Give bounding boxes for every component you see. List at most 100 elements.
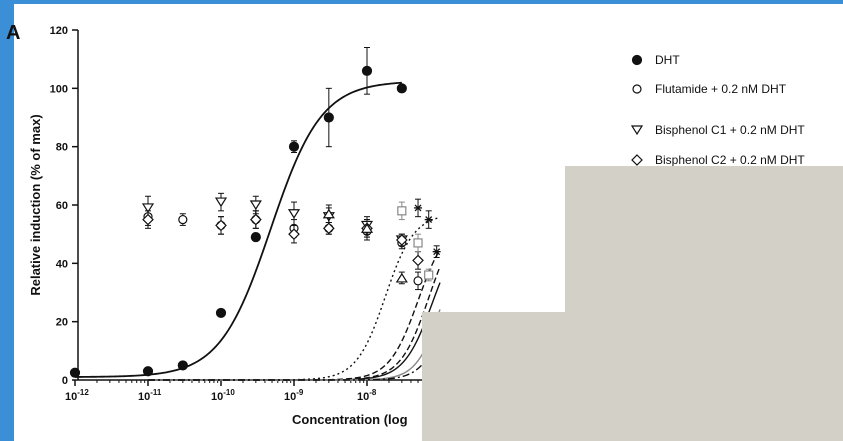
marker-shape (323, 112, 334, 123)
x-tick-label: 10-11 (138, 388, 162, 403)
marker-shape (178, 214, 188, 225)
legend-marker-3 (631, 154, 643, 166)
legend-marker-0 (631, 54, 643, 66)
data-point-s2-p3 (287, 209, 301, 219)
fit-curves (74, 81, 441, 381)
data-point-s4-p2 (395, 272, 408, 283)
marker-shape (631, 154, 643, 166)
data-point-s0-p8 (396, 83, 407, 94)
legend: DHT Flutamide + 0.2 nM DHT Bisphenol C1 + … (630, 53, 805, 167)
data-point-s5-p1 (413, 238, 423, 248)
fit-curve-5 (148, 309, 441, 381)
data-point-s1-p8 (413, 276, 423, 286)
x-tick-exponent: -10 (223, 388, 235, 397)
marker-shape (177, 360, 188, 371)
marker-shape (249, 200, 262, 211)
marker-shape (396, 83, 407, 94)
legend-marker-1 (632, 84, 642, 94)
data-point-s0-p4 (250, 231, 261, 243)
marker-shape (413, 238, 423, 248)
y-tick-label: 0 (62, 375, 68, 387)
marker-shape (215, 219, 227, 232)
marker-shape (215, 307, 227, 319)
panel-label: A (6, 22, 20, 44)
y-tick-group: 0 20 40 60 80 100 120 (50, 25, 78, 387)
x-tick-label: 10-9 (284, 388, 304, 403)
marker-shape (395, 272, 408, 283)
x-tick-exponent: -9 (296, 388, 304, 397)
data-point-s0-p1 (142, 366, 154, 377)
marker-shape (142, 366, 154, 377)
fit-curve-6 (148, 330, 441, 381)
marker-shape (632, 84, 642, 94)
marker-shape (288, 228, 300, 241)
data-point-s0-p5 (288, 141, 300, 152)
y-tick-label: 100 (50, 83, 68, 95)
marker-shape (397, 206, 407, 216)
x-tick-group: 10-12 10-11 10-10 10-9 10-8 (65, 380, 438, 403)
data-point-s2-p1 (214, 197, 228, 208)
marker-shape (287, 209, 301, 219)
marker-shape (322, 222, 335, 235)
x-tick-label: 10-10 (211, 388, 235, 403)
y-axis-label: Relative induction (% of max) (28, 114, 43, 295)
marker-shape (395, 234, 408, 246)
data-point-s3-p4 (322, 222, 335, 235)
x-tick-base: 10 (284, 391, 296, 403)
legend-label-2: Bisphenol C1 + 0.2 nM DHT (655, 123, 805, 137)
fit-curve-3 (148, 249, 441, 381)
data-point-s4-p0 (322, 208, 335, 219)
marker-shape (413, 276, 423, 286)
data-point-s0-p7 (361, 65, 373, 76)
data-point-s2-p0 (141, 203, 155, 214)
legend-label-1: Flutamide + 0.2 nM DHT (655, 82, 787, 96)
marker-shape (69, 367, 81, 378)
marker-shape (414, 204, 422, 212)
x-axis: 10-12 10-11 10-10 10-9 10-8 Concentration (l… (65, 379, 440, 427)
data-point-s6-p2 (432, 248, 441, 256)
x-tick-base: 10 (138, 391, 150, 403)
occlusion-block-right (565, 166, 843, 441)
data-point-s3-p2 (249, 213, 262, 226)
occlusion-block-bottom (422, 312, 567, 441)
legend-marker-2 (630, 125, 644, 136)
data-point-s3-p7 (412, 254, 424, 267)
data-point-s0-p3 (215, 307, 227, 319)
x-tick-base: 10 (65, 391, 77, 403)
marker-shape (141, 203, 155, 214)
marker-shape (412, 254, 424, 267)
fit-curve-2 (148, 266, 441, 381)
x-tick-exponent: -12 (77, 388, 89, 397)
data-points (69, 47, 441, 378)
marker-shape (142, 213, 154, 226)
data-point-s3-p0 (142, 213, 154, 226)
data-point-s4-p1 (360, 223, 374, 233)
x-axis-label: Concentration (log (292, 412, 408, 427)
data-point-s0-p6 (323, 112, 334, 123)
data-point-s1-p1 (178, 214, 188, 225)
x-tick-base: 10 (357, 391, 369, 403)
marker-shape (424, 270, 434, 280)
marker-shape (214, 197, 228, 208)
y-tick-label: 20 (56, 317, 68, 329)
marker-shape (360, 223, 374, 233)
x-tick-exponent: -8 (369, 388, 377, 397)
data-point-s3-p1 (215, 219, 227, 232)
marker-shape (250, 231, 261, 243)
x-tick-base: 10 (211, 391, 223, 403)
data-point-s5-p2 (424, 270, 434, 280)
marker-shape (322, 208, 335, 219)
data-point-s3-p6 (395, 234, 408, 246)
data-point-s0-p2 (177, 360, 188, 371)
data-point-s5-p0 (397, 206, 407, 216)
data-point-s0-p0 (69, 367, 81, 378)
marker-shape (631, 54, 643, 66)
y-tick-label: 40 (56, 258, 68, 270)
legend-label-0: DHT (655, 53, 680, 67)
marker-shape (288, 141, 300, 152)
y-tick-label: 80 (56, 142, 68, 154)
y-tick-label: 120 (50, 25, 68, 37)
data-point-s6-p0 (414, 204, 423, 212)
